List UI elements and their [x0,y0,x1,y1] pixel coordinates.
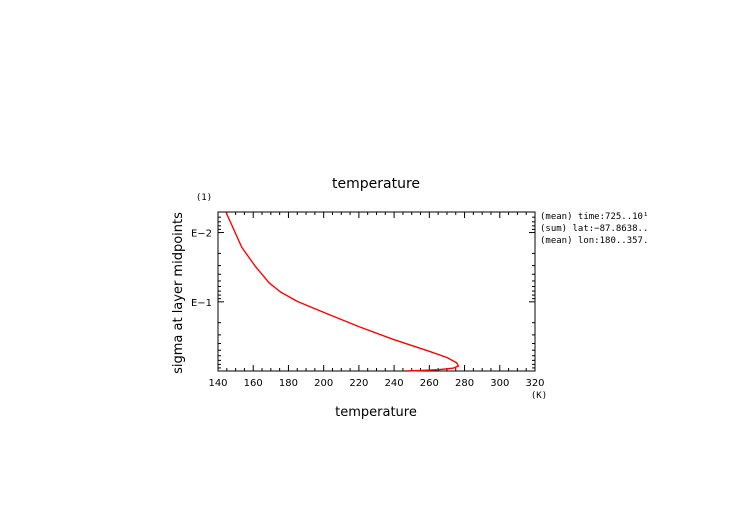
annotations: (mean) time:725..10¹ (sum) lat:−87.8638.… [540,212,648,246]
y-axis-label: sigma at layer midpoints [171,212,186,374]
x-tick-label: 280 [455,378,474,389]
series-line [225,211,460,372]
x-tick-label: 160 [244,378,263,389]
x-tick-label: 300 [490,378,509,389]
x-tick-label: 320 [525,378,544,389]
annotation-lat: (sum) lat:−87.8638.. [540,224,648,234]
x-axis-label: temperature [335,405,417,420]
x-tick-label: 260 [420,378,439,389]
y-tick-label: E−2 [191,229,212,240]
x-axis-ticks: 140 160 180 200 220 240 260 280 300 320 [208,212,545,389]
x-tick-label: 140 [208,378,227,389]
chart-title: temperature [332,176,420,192]
y-unit-label: (1) [196,193,212,203]
x-tick-label: 240 [385,378,404,389]
annotation-time: (mean) time:725..10¹ [540,212,648,222]
x-tick-label: 220 [349,378,368,389]
series-layer [225,211,460,372]
y-axis-ticks: E−2 E−1 [191,216,535,369]
annotation-lon: (mean) lon:180..357. [540,236,648,246]
x-tick-label: 180 [279,378,298,389]
plot-frame [217,211,536,372]
y-tick-label: E−1 [191,298,212,309]
plot-border [217,211,536,372]
x-unit-label: (K) [531,391,547,401]
x-tick-label: 200 [314,378,333,389]
